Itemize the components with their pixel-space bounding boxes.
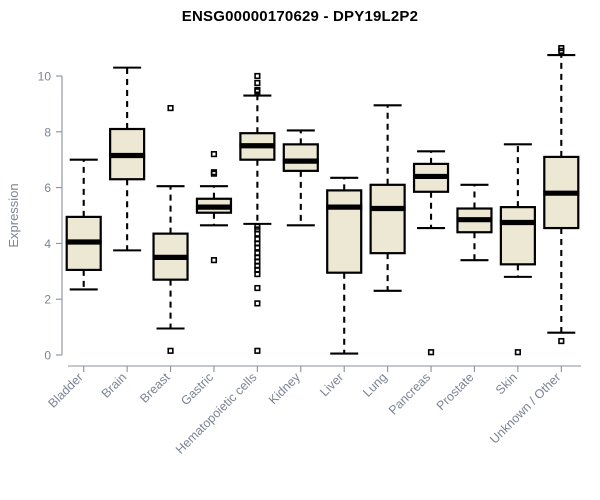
x-axis-tick-label: Prostate	[434, 370, 477, 413]
boxplot-box	[65, 158, 102, 291]
boxplot-box	[412, 150, 450, 356]
x-axis-tick-label: Bladder	[45, 370, 85, 410]
box-iqr	[369, 183, 406, 255]
x-axis-tick-label: Kidney	[266, 370, 303, 407]
outlier-point	[254, 347, 261, 354]
outlier-point	[254, 270, 261, 278]
x-axis-tick-label: Brain	[99, 370, 130, 401]
boxplot-box	[499, 143, 536, 356]
boxplot-box	[195, 151, 233, 264]
box-series	[65, 44, 580, 356]
outlier-point	[167, 347, 174, 354]
outlier-point	[254, 72, 261, 80]
box-iqr	[499, 206, 536, 266]
outlier-point	[210, 170, 218, 177]
x-axis-tick-label: Pancreas	[386, 370, 433, 417]
outlier-point	[254, 244, 261, 251]
y-tick-label: 8	[44, 125, 51, 139]
boxplot-box	[369, 104, 406, 292]
boxplot-box	[456, 183, 493, 262]
x-axis-tick-label: Liver	[317, 370, 346, 399]
outlier-point	[254, 284, 261, 292]
boxplot-box	[152, 104, 189, 354]
y-tick-label: 0	[44, 349, 51, 363]
boxplot-box	[282, 129, 319, 227]
x-axis-tick-label: Skin	[493, 370, 520, 397]
outlier-point	[558, 337, 565, 345]
boxplot-box	[239, 72, 276, 354]
outlier-point	[514, 349, 521, 356]
x-axis	[68, 365, 581, 372]
outlier-point	[254, 79, 261, 87]
boxplot-box	[543, 44, 580, 345]
y-tick-label: 6	[44, 181, 51, 195]
outlier-point	[427, 349, 435, 356]
y-axis: 0 2 4 6 8 10	[38, 70, 63, 363]
page-title: ENSG00000170629 - DPY19L2P2	[181, 8, 419, 25]
y-axis-title: Expression	[6, 183, 21, 247]
y-tick-label: 4	[44, 237, 51, 251]
outlier-point	[254, 300, 261, 307]
outlier-point	[210, 257, 218, 264]
boxplot-box	[326, 176, 363, 355]
outlier-point	[254, 88, 261, 95]
outlier-point	[210, 151, 218, 158]
x-axis-tick-label: Gastric	[178, 370, 216, 408]
box-iqr	[282, 143, 319, 172]
x-axis-tick-label: Breast	[137, 370, 173, 406]
x-axis-tick-label: Hematopoietic cells	[173, 370, 260, 457]
x-axis-tick-label: Lung	[360, 370, 390, 400]
box-iqr	[326, 189, 363, 274]
y-tick-label: 2	[44, 293, 51, 307]
boxplot-box	[109, 66, 146, 252]
outlier-point	[558, 47, 565, 54]
y-tick-label: 10	[38, 70, 52, 84]
outlier-point	[254, 230, 261, 237]
outlier-point	[167, 104, 174, 112]
